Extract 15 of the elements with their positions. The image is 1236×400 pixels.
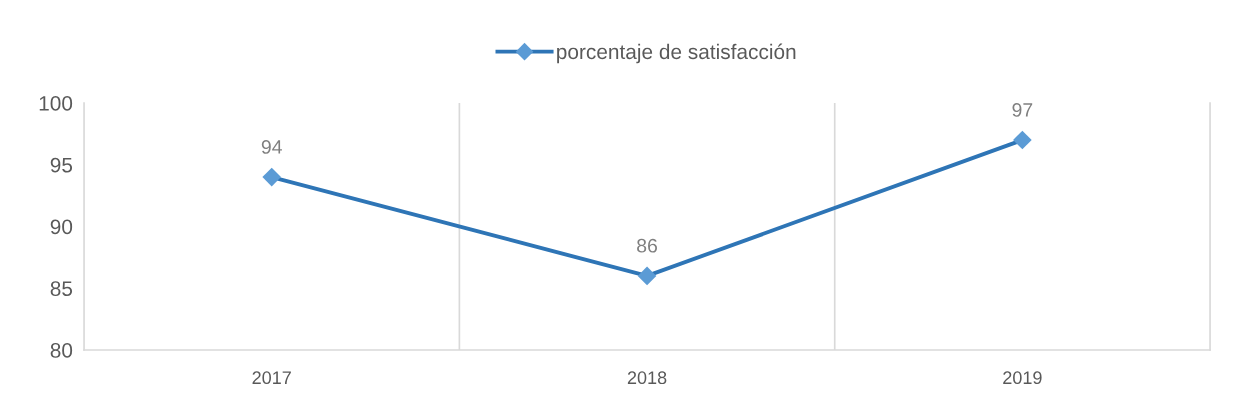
y-tick-label: 100 (39, 96, 73, 111)
data-label: 94 (261, 140, 282, 154)
point (1013, 130, 1032, 150)
data-label: 86 (637, 238, 658, 253)
legend-label: porcentaje de satisfacción (557, 43, 796, 64)
x-tick-label: 2017 (252, 371, 291, 385)
y-tick-label: 90 (50, 219, 73, 235)
y-tick-label: 85 (50, 281, 73, 296)
y-tick-label: 80 (50, 343, 73, 358)
point (262, 167, 282, 187)
point (637, 266, 657, 286)
x-tick-label: 2018 (627, 371, 667, 385)
y-tick-label: 95 (50, 157, 73, 173)
x-tick-label: 2019 (1003, 371, 1042, 385)
data-label: 97 (1012, 102, 1033, 117)
